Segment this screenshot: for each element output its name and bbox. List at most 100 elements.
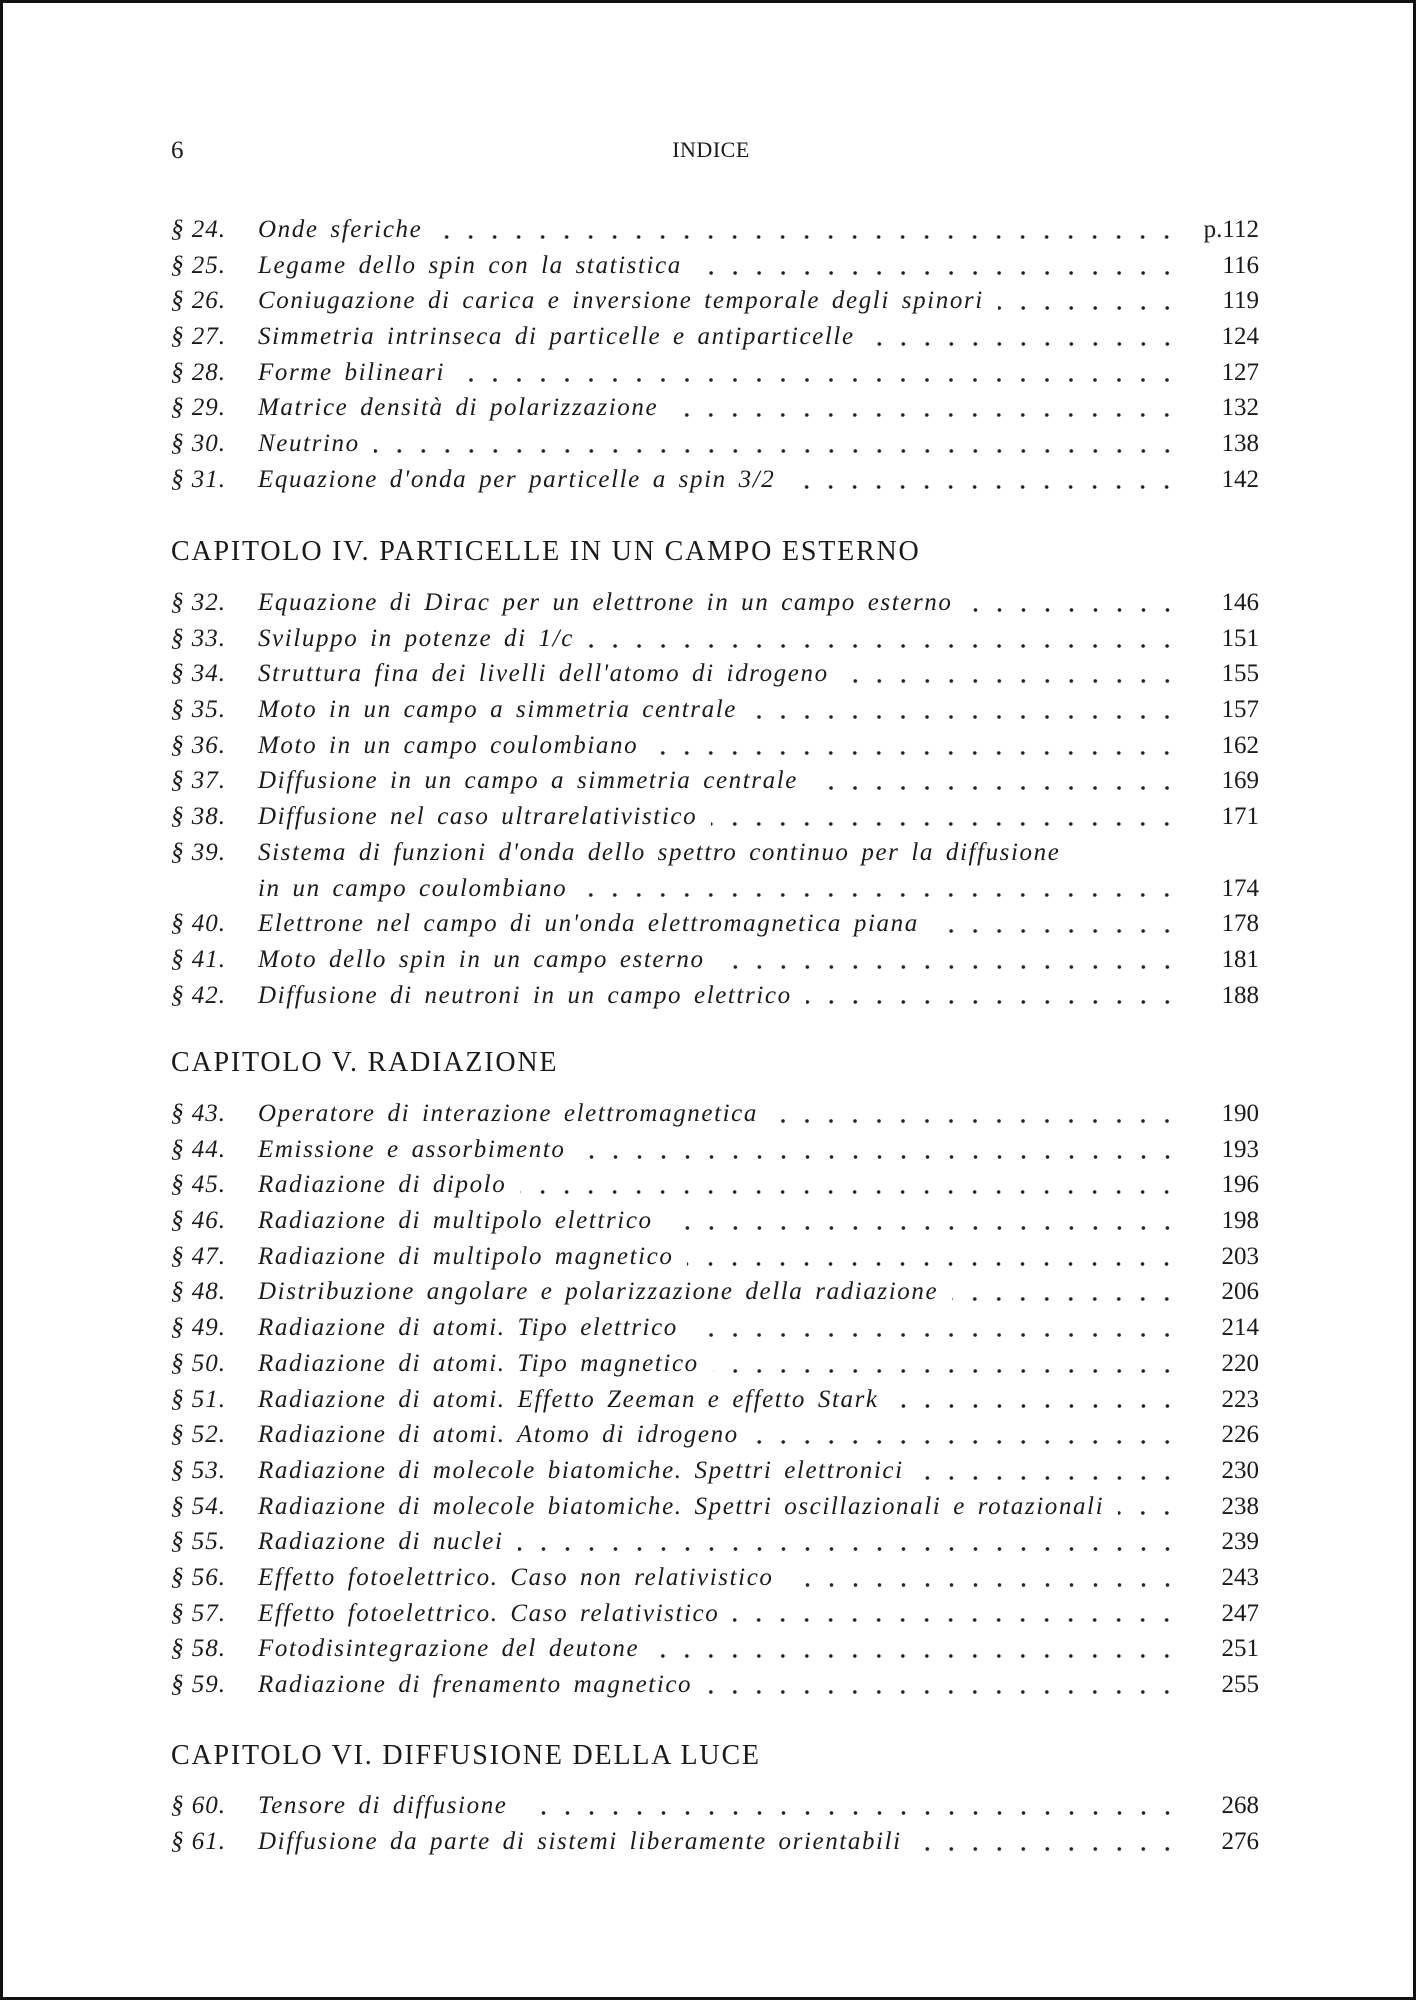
dot-leader: [915, 1845, 1179, 1852]
dot-leader: [436, 233, 1179, 240]
dot-leader: [691, 1331, 1179, 1338]
toc-entry[interactable]: § 28. Forme bilineari 127: [171, 355, 1259, 391]
toc-entry[interactable]: § 24. Onde sferiche p.112: [171, 212, 1259, 248]
entry-title: Elettrone nel campo di un'onda elettroma…: [258, 910, 919, 938]
entry-page-number: 230: [1221, 1456, 1260, 1484]
section-number: § 58.: [171, 1635, 226, 1663]
toc-entry[interactable]: § 40. Elettrone nel campo di un'onda elet…: [171, 906, 1259, 942]
entry-page-number: 238: [1221, 1492, 1260, 1520]
toc-entry[interactable]: § 46. Radiazione di multipolo elettrico 19…: [171, 1203, 1259, 1239]
toc-entry[interactable]: § 35. Moto in un campo a simmetria centra…: [171, 692, 1259, 728]
section-number: § 25.: [171, 251, 226, 279]
toc-entry[interactable]: § 26. Coniugazione di carica e inversione…: [171, 283, 1259, 319]
entry-title: Neutrino: [258, 430, 360, 458]
section-number: § 50.: [171, 1349, 226, 1377]
entry-title: Radiazione di multipolo magnetico: [258, 1242, 674, 1270]
entry-page-number: 196: [1221, 1171, 1260, 1199]
toc-entry[interactable]: § 55. Radiazione di nuclei 239: [171, 1524, 1259, 1560]
entry-title: Sistema di funzioni d'onda dello spettro…: [258, 838, 1061, 866]
entry-page-number: 190: [1221, 1100, 1260, 1127]
chapter-heading: CAPITOLO VI. DIFFUSIONE DELLA LUCE: [171, 1740, 761, 1771]
toc-entry[interactable]: § 60. Tensore di diffusione 268: [171, 1788, 1259, 1824]
toc-entry[interactable]: § 52. Radiazione di atomi. Atomo di idrog…: [171, 1417, 1259, 1453]
toc-entry[interactable]: § 34. Struttura fina dei livelli dell'ato…: [171, 656, 1259, 692]
dot-leader: [706, 1688, 1179, 1695]
toc-entry[interactable]: § 54. Radiazione di molecole biatomiche. …: [171, 1489, 1259, 1525]
entry-page-number: 169: [1221, 767, 1260, 795]
section-number: § 24.: [171, 216, 226, 243]
toc-entry[interactable]: § 41. Moto dello spin in un campo esterno…: [171, 942, 1259, 978]
entry-page-number: 255: [1221, 1671, 1260, 1698]
toc-entry[interactable]: § 59. Radiazione di frenamento magnetico 2…: [171, 1667, 1259, 1703]
entry-page-number: 132: [1221, 394, 1260, 422]
dot-leader: [712, 1367, 1179, 1374]
toc-entry[interactable]: § 30. Neutrino 138: [171, 426, 1259, 462]
section-number: § 44.: [171, 1135, 226, 1163]
section-number: § 52.: [171, 1421, 226, 1449]
entry-page-number: 155: [1221, 660, 1260, 688]
toc-entry[interactable]: § 29. Matrice densità di polarizzazione 13…: [171, 390, 1259, 426]
section-number: § 29.: [171, 394, 226, 422]
toc-entry[interactable]: § 44. Emissione e assorbimento 193: [171, 1132, 1259, 1168]
section-number: § 37.: [171, 767, 226, 795]
dot-leader: [718, 963, 1179, 970]
toc-entry[interactable]: § 53. Radiazione di molecole biatomiche. …: [171, 1453, 1259, 1489]
section-number: § 60.: [171, 1792, 226, 1819]
toc-entry[interactable]: § 42. Diffusione di neutroni in un campo …: [171, 978, 1259, 1014]
toc-entry[interactable]: § 32. Equazione di Dirac per un elettrone…: [171, 585, 1259, 621]
entry-title-continuation: in un campo coulombiano: [258, 874, 568, 902]
section-number: § 47.: [171, 1242, 226, 1270]
toc-entry[interactable]: § 39. Sistema di funzioni d'onda dello sp…: [171, 835, 1259, 871]
section-number: § 42.: [171, 981, 226, 1009]
toc-entry[interactable]: § 45. Radiazione di dipolo 196: [171, 1167, 1259, 1203]
entry-title: Onde sferiche: [258, 216, 423, 243]
entry-page-number: 247: [1221, 1599, 1260, 1627]
toc-entry[interactable]: § 57. Effetto fotoelettrico. Caso relativ…: [171, 1596, 1259, 1632]
dot-leader: [932, 928, 1179, 935]
section-number: § 39.: [171, 838, 226, 866]
toc-entry[interactable]: § 47. Radiazione di multipolo magnetico 20…: [171, 1239, 1259, 1275]
dot-leader: [521, 1809, 1179, 1816]
toc-entry[interactable]: § 58. Fotodisintegrazione del deutone 251: [171, 1631, 1259, 1667]
section-number: § 27.: [171, 323, 226, 351]
entry-page-number: 226: [1221, 1421, 1260, 1449]
entry-page-number: 220: [1221, 1349, 1260, 1377]
toc-entry[interactable]: § 38. Diffusione nel caso ultrarelativist…: [171, 799, 1259, 835]
dot-leader: [966, 606, 1179, 613]
toc-entry-continuation[interactable]: in un campo coulombiano 174: [171, 871, 1259, 907]
entry-title: Diffusione da parte di sistemi liberamen…: [258, 1827, 902, 1855]
chapter-heading: CAPITOLO V. RADIAZIONE: [171, 1047, 559, 1078]
dot-leader: [789, 483, 1179, 490]
toc-entry[interactable]: § 50. Radiazione di atomi. Tipo magnetico…: [171, 1346, 1259, 1382]
entry-title: Diffusione di neutroni in un campo elett…: [258, 981, 792, 1009]
toc-entry[interactable]: § 33. Sviluppo in potenze di 1/c 151: [171, 621, 1259, 657]
dot-leader: [672, 412, 1179, 419]
toc-entry[interactable]: § 37. Diffusione in un campo a simmetria …: [171, 763, 1259, 799]
section-number: § 31.: [171, 465, 226, 493]
toc-entry[interactable]: § 48. Distribuzione angolare e polarizzaz…: [171, 1274, 1259, 1310]
dot-leader: [1118, 1510, 1179, 1517]
toc-entry[interactable]: § 25. Legame dello spin con la statistica…: [171, 248, 1259, 284]
entry-title: Tensore di diffusione: [258, 1792, 508, 1819]
entry-title: Moto in un campo coulombiano: [258, 731, 639, 759]
toc-entry[interactable]: § 49. Radiazione di atomi. Tipo elettrico…: [171, 1310, 1259, 1346]
entry-title: Legame dello spin con la statistica: [258, 251, 682, 279]
entry-title: Distribuzione angolare e polarizzazione …: [258, 1278, 939, 1306]
dot-leader: [373, 447, 1179, 454]
entry-page-number: 198: [1221, 1207, 1260, 1235]
section-number: § 26.: [171, 287, 226, 315]
toc-entry[interactable]: § 51. Radiazione di atomi. Effetto Zeeman…: [171, 1382, 1259, 1418]
toc-entry[interactable]: § 61. Diffusione da parte di sistemi libe…: [171, 1824, 1259, 1860]
dot-leader: [711, 820, 1179, 827]
entry-title: Radiazione di frenamento magnetico: [258, 1671, 693, 1698]
entry-title: Simmetria intrinseca di particelle e ant…: [258, 323, 855, 351]
dot-leader: [811, 785, 1179, 792]
toc-entry[interactable]: § 27. Simmetria intrinseca di particelle …: [171, 319, 1259, 355]
entry-page-number: 127: [1221, 358, 1260, 386]
entry-title: Fotodisintegrazione del deutone: [258, 1635, 640, 1663]
toc-entry[interactable]: § 43. Operatore di interazione elettromag…: [171, 1096, 1259, 1132]
toc-entry[interactable]: § 31. Equazione d'onda per particelle a s…: [171, 462, 1259, 498]
toc-entry[interactable]: § 36. Moto in un campo coulombiano 162: [171, 728, 1259, 764]
toc-entry[interactable]: § 56. Effetto fotoelettrico. Caso non rel…: [171, 1560, 1259, 1596]
